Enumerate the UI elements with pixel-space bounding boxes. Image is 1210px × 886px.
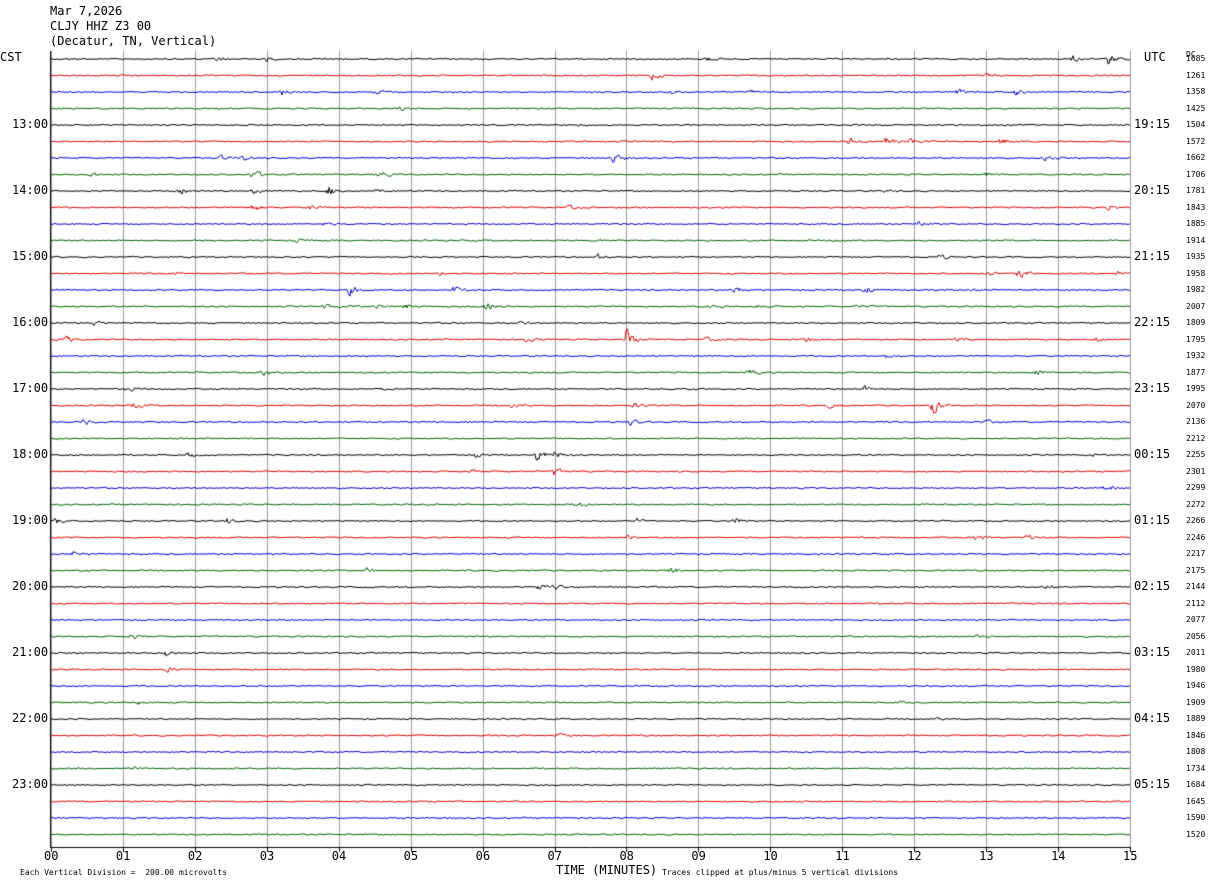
right-time-label: 01:15 [1134, 513, 1171, 527]
left-time-label: 13:00 [12, 117, 49, 131]
dc-offset-label: 2070 [1186, 400, 1206, 410]
dc-offset-label: 1958 [1186, 268, 1206, 278]
dc-offset-label: 2136 [1186, 417, 1206, 426]
dc-offset-label: 1425 [1186, 103, 1206, 113]
x-tick-label: 04 [331, 849, 347, 863]
dc-offset-label: 1572 [1186, 136, 1206, 146]
dc-offset-label: 1995 [1186, 384, 1206, 393]
dc-header: DC [1186, 50, 1196, 59]
dc-offset-label: 2212 [1186, 433, 1206, 443]
left-time-label: 16:00 [12, 315, 49, 329]
dc-offset-label: 1358 [1186, 87, 1206, 96]
dc-offset-label: 2144 [1186, 582, 1206, 591]
dc-offset-label: 1685 [1186, 54, 1206, 63]
right-time-label: 00:15 [1134, 447, 1171, 461]
dc-offset-label: 2011 [1186, 648, 1206, 657]
chart-location: (Decatur, TN, Vertical) [50, 34, 217, 48]
right-time-label: 22:15 [1134, 315, 1171, 329]
x-tick-label: 14 [1051, 849, 1066, 863]
x-axis-label: TIME (MINUTES) [556, 863, 658, 877]
x-tick-label: 01 [115, 849, 131, 863]
dc-offset-label: 1846 [1186, 730, 1206, 740]
left-time-label: 20:00 [12, 579, 49, 593]
x-tick-label: 15 [1123, 849, 1138, 863]
dc-offset-label: 1982 [1186, 285, 1206, 294]
dc-offset-label: 1843 [1186, 202, 1206, 212]
x-tick-label: 02 [187, 849, 203, 863]
left-time-label: 22:00 [12, 711, 49, 725]
dc-offset-label: 1662 [1186, 153, 1206, 162]
dc-offset-label: 1781 [1186, 186, 1206, 195]
dc-offset-label: 1504 [1186, 120, 1206, 129]
scale-note: Each Vertical Division = 200.00 microvol… [20, 868, 228, 877]
chart-date: Mar 7,2026 [50, 4, 123, 18]
dc-offset-label: 2007 [1186, 301, 1206, 311]
dc-offset-label: 1889 [1186, 714, 1206, 723]
dc-offset-label: 1885 [1186, 219, 1206, 228]
left-time-label: 17:00 [12, 381, 49, 395]
dc-offset-label: 1808 [1186, 747, 1206, 756]
x-tick-label: 10 [763, 849, 778, 863]
dc-offset-label: 1520 [1186, 829, 1206, 839]
right-timezone-label: UTC [1144, 50, 1166, 64]
dc-offset-label: 1932 [1186, 351, 1206, 360]
dc-offset-label: 1877 [1186, 367, 1206, 377]
dc-offset-label: 2301 [1186, 466, 1206, 476]
dc-offset-label: 2272 [1186, 499, 1206, 509]
right-time-label: 23:15 [1134, 381, 1171, 395]
x-tick-label: 03 [259, 849, 275, 863]
right-time-label: 02:15 [1134, 579, 1171, 593]
x-tick-label: 13 [979, 849, 994, 863]
dc-offset-label: 1914 [1186, 235, 1206, 245]
left-time-label: 18:00 [12, 447, 49, 461]
dc-offset-label: 1261 [1186, 70, 1206, 80]
left-time-label: 23:00 [12, 777, 49, 791]
x-tick-label: 00 [44, 849, 59, 863]
left-time-label: 21:00 [12, 645, 49, 659]
x-tick-label: 08 [619, 849, 634, 863]
dc-offset-label: 1809 [1186, 318, 1206, 327]
dc-offset-label: 1645 [1186, 796, 1206, 806]
right-time-label: 04:15 [1134, 711, 1171, 725]
left-time-label: 14:00 [12, 183, 49, 197]
dc-offset-label: 1946 [1186, 681, 1206, 690]
dc-offset-label: 2217 [1186, 549, 1206, 558]
right-time-label: 19:15 [1134, 117, 1171, 131]
dc-offset-label: 1935 [1186, 252, 1206, 261]
dc-offset-label: 2299 [1186, 483, 1206, 492]
dc-offset-label: 2246 [1186, 532, 1206, 542]
x-tick-label: 11 [835, 849, 850, 863]
left-timezone-label: CST [0, 50, 22, 64]
x-tick-label: 05 [403, 849, 419, 863]
right-time-label: 05:15 [1134, 777, 1171, 791]
dc-offset-label: 2255 [1186, 450, 1206, 459]
right-time-label: 03:15 [1134, 645, 1171, 659]
dc-offset-label: 1590 [1186, 813, 1206, 822]
dc-offset-label: 2175 [1186, 565, 1206, 575]
dc-offset-label: 1706 [1186, 169, 1206, 179]
right-time-label: 21:15 [1134, 249, 1171, 263]
dc-offset-label: 2112 [1186, 598, 1206, 608]
x-tick-label: 12 [907, 849, 922, 863]
dc-offset-label: 1684 [1186, 780, 1206, 789]
x-tick-label: 07 [547, 849, 562, 863]
dc-offset-label: 1734 [1186, 763, 1206, 773]
chart-station: CLJY HHZ Z3 00 [50, 19, 152, 33]
dc-offset-label: 1795 [1186, 334, 1206, 344]
dc-offset-label: 1980 [1186, 664, 1206, 674]
dc-offset-label: 2266 [1186, 516, 1206, 525]
left-time-label: 15:00 [12, 249, 49, 263]
dc-offset-label: 1909 [1186, 697, 1206, 707]
x-tick-label: 06 [475, 849, 491, 863]
dc-offset-label: 2077 [1186, 615, 1206, 624]
left-time-label: 19:00 [12, 513, 49, 527]
x-tick-label: 09 [691, 849, 706, 863]
dc-offset-label: 2056 [1186, 631, 1206, 641]
clip-note: Traces clipped at plus/minus 5 vertical … [662, 868, 899, 877]
right-time-label: 20:15 [1134, 183, 1171, 197]
